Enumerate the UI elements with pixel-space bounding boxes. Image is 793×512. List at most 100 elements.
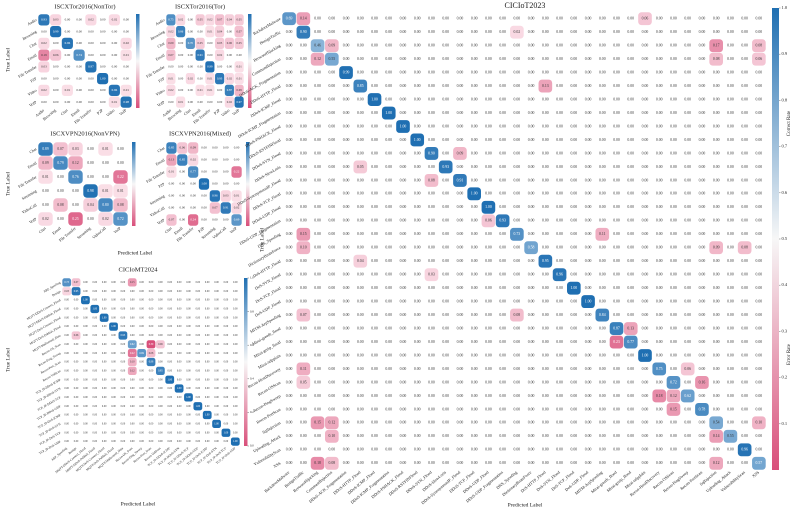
- cell: [108, 49, 120, 61]
- cell-label: 0.00: [741, 421, 748, 425]
- cell-label: 0.00: [756, 232, 763, 236]
- cell-label: 0.00: [74, 396, 79, 399]
- cell-label: 0.00: [499, 97, 506, 101]
- cell-label: 0.00: [727, 219, 734, 223]
- cell-label: 0.00: [741, 138, 748, 142]
- cell-label: 0.01: [168, 76, 174, 80]
- cell-label: 0.00: [428, 259, 435, 263]
- cell-label: 0.00: [727, 111, 734, 115]
- cell-label: 0.00: [76, 76, 82, 80]
- cell-label: 0.00: [670, 286, 677, 290]
- cell-label: 0.00: [613, 259, 620, 263]
- cell-label: 0.00: [371, 17, 378, 21]
- cell-label: 0.00: [684, 205, 691, 209]
- cell-label: 0.00: [223, 170, 229, 174]
- cell-label: 0.00: [83, 281, 88, 284]
- cell: [220, 178, 231, 190]
- cell-label: 0.10: [328, 434, 335, 438]
- cell-label: 0.00: [442, 57, 449, 61]
- cell-label: 0.00: [471, 461, 478, 465]
- cell-label: 0.05: [300, 380, 307, 384]
- cell-label: 0.00: [343, 165, 350, 169]
- cell-label: 0.00: [756, 299, 763, 303]
- cell-label: 0.00: [130, 290, 135, 293]
- cell-label: 0.00: [656, 178, 663, 182]
- cell-label: 0.00: [74, 378, 79, 381]
- cell-label: 0.00: [471, 165, 478, 169]
- cell-label: 0.00: [442, 340, 449, 344]
- cell: [120, 96, 132, 108]
- cell-label: 0.00: [542, 461, 549, 465]
- cell-label: 0.00: [214, 343, 219, 346]
- cell-label: 0.85: [357, 84, 364, 88]
- cell-label: 0.00: [471, 44, 478, 48]
- cell-label: 0.00: [371, 151, 378, 155]
- cell-label: 0.00: [177, 414, 182, 417]
- cell-label: 0.00: [499, 380, 506, 384]
- cell: [97, 73, 109, 85]
- cell-label: 0.00: [102, 352, 107, 355]
- cell-label: 0.00: [286, 367, 293, 371]
- cell-label: 0.00: [196, 352, 201, 355]
- colorbar-tick-label: 0.9: [782, 51, 788, 56]
- cell-label: 0.00: [214, 361, 219, 364]
- cell-label: 0.00: [207, 53, 213, 57]
- cell: [108, 14, 120, 26]
- cell-label: 0.00: [627, 259, 634, 263]
- cell-label: 0.00: [130, 325, 135, 328]
- cell-label: 0.00: [756, 367, 763, 371]
- cell: [212, 278, 221, 287]
- cell-label: 0.00: [442, 421, 449, 425]
- cell-label: 0.00: [65, 18, 71, 22]
- cell-label: 0.00: [684, 313, 691, 317]
- cell-label: 0.00: [670, 17, 677, 21]
- cell-label: 0.00: [741, 165, 748, 169]
- cell-label: 0.00: [64, 431, 69, 434]
- cell: [113, 142, 128, 156]
- cell-label: 0.00: [713, 111, 720, 115]
- cell-label: 0.01: [102, 189, 108, 193]
- cell-label: 0.00: [485, 340, 492, 344]
- cell-label: 0.00: [130, 387, 135, 390]
- cell-label: 0.00: [102, 308, 107, 311]
- cell-label: 0.00: [542, 326, 549, 330]
- cell-label: 0.96: [212, 194, 218, 198]
- cell-label: 0.00: [741, 205, 748, 209]
- cell-label: 0.00: [699, 151, 706, 155]
- cell-label: 0.00: [627, 84, 634, 88]
- cell-label: 0.00: [314, 434, 321, 438]
- cell-label: 0.00: [371, 124, 378, 128]
- cell-label: 0.00: [514, 407, 521, 411]
- cell-label: 0.00: [699, 17, 706, 21]
- cell-label: 0.00: [528, 394, 535, 398]
- cell-label: 0.00: [169, 194, 175, 198]
- cell-label: 0.00: [656, 313, 663, 317]
- cell-label: 0.00: [613, 448, 620, 452]
- cell-label: 0.00: [585, 151, 592, 155]
- cell-label: 0.00: [343, 448, 350, 452]
- cell-label: 0.00: [599, 192, 606, 196]
- cell-label: 0.00: [53, 41, 59, 45]
- cell-label: 0.05: [237, 41, 243, 45]
- cell-label: 0.00: [570, 326, 577, 330]
- cell-label: 0.00: [713, 138, 720, 142]
- cell-label: 0.00: [65, 53, 71, 57]
- cell-label: 0.00: [713, 299, 720, 303]
- cell-label: 0.00: [627, 286, 634, 290]
- cell-label: 0.00: [314, 259, 321, 263]
- cell-label: 0.00: [642, 367, 649, 371]
- cell-label: 0.00: [485, 259, 492, 263]
- cell-label: 0.00: [328, 192, 335, 196]
- cell-label: 0.00: [457, 286, 464, 290]
- cell: [97, 14, 109, 26]
- cell-label: 0.00: [188, 88, 194, 92]
- cell-label: 0.00: [328, 394, 335, 398]
- cell: [220, 154, 231, 166]
- cell-label: 0.00: [599, 421, 606, 425]
- cell-label: 0.96: [112, 88, 118, 92]
- cell-label: 0.00: [74, 369, 79, 372]
- cell: [38, 212, 53, 226]
- cell-label: 0.00: [93, 378, 98, 381]
- cell-label: 0.00: [528, 421, 535, 425]
- cell-label: 0.00: [177, 431, 182, 434]
